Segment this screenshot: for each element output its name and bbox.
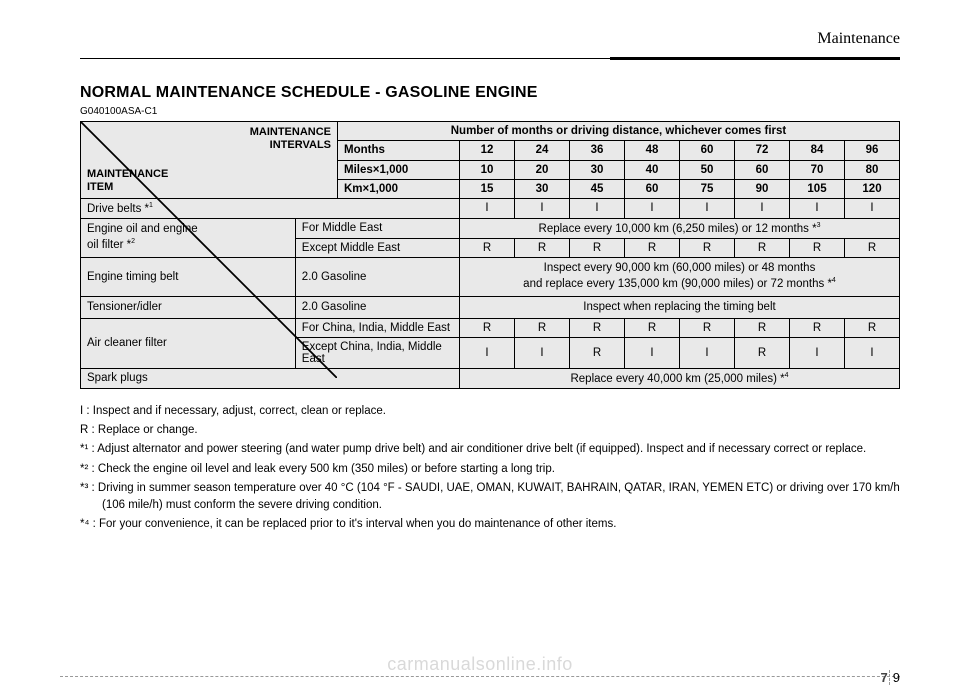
schedule-cell: I — [790, 199, 845, 219]
page-number: 79 — [881, 670, 900, 685]
interval-value: 70 — [790, 160, 845, 179]
note-line: *² : Check the engine oil level and leak… — [80, 461, 900, 478]
note-line: *⁴ : For your convenience, it can be rep… — [80, 516, 900, 533]
schedule-span: Inspect when replacing the timing belt — [460, 296, 900, 319]
interval-value: 105 — [790, 179, 845, 198]
schedule-cell: I — [460, 338, 515, 369]
interval-title: Number of months or driving distance, wh… — [338, 122, 900, 141]
interval-value: 20 — [515, 160, 570, 179]
header-rule-bold — [610, 57, 900, 60]
footer-dashline — [60, 676, 900, 677]
schedule-cell: I — [680, 199, 735, 219]
interval-value: 84 — [790, 141, 845, 160]
schedule-cell: R — [570, 338, 625, 369]
header-corner: MAINTENANCEINTERVALS MAINTENANCEITEM — [81, 122, 338, 199]
schedule-cell: R — [845, 238, 900, 257]
page-in-chapter: 9 — [889, 670, 900, 685]
schedule-cell: I — [625, 338, 680, 369]
note-line: R : Replace or change. — [80, 422, 900, 439]
schedule-cell: R — [625, 238, 680, 257]
interval-value: 30 — [515, 179, 570, 198]
schedule-cell: I — [735, 199, 790, 219]
interval-value: 72 — [735, 141, 790, 160]
schedule-cell: R — [460, 238, 515, 257]
schedule-cell: R — [735, 338, 790, 369]
maintenance-schedule-table: MAINTENANCEINTERVALS MAINTENANCEITEM Numbe… — [80, 121, 900, 389]
schedule-cell: I — [460, 199, 515, 219]
interval-value: 15 — [460, 179, 515, 198]
interval-value: 24 — [515, 141, 570, 160]
schedule-cell: R — [460, 319, 515, 338]
interval-row-label: Months — [338, 141, 460, 160]
schedule-cell: R — [845, 319, 900, 338]
interval-value: 48 — [625, 141, 680, 160]
interval-value: 12 — [460, 141, 515, 160]
doc-reference: G040100ASA-C1 — [80, 106, 900, 117]
schedule-cell: R — [680, 238, 735, 257]
schedule-cell: R — [570, 238, 625, 257]
schedule-cell: R — [570, 319, 625, 338]
note-line: *¹ : Adjust alternator and power steerin… — [80, 441, 900, 458]
schedule-span: Replace every 40,000 km (25,000 miles) *… — [460, 369, 900, 389]
interval-value: 96 — [845, 141, 900, 160]
interval-value: 36 — [570, 141, 625, 160]
schedule-cell: I — [570, 199, 625, 219]
header-intervals-label: MAINTENANCEINTERVALS — [250, 126, 331, 152]
interval-value: 75 — [680, 179, 735, 198]
interval-value: 30 — [570, 160, 625, 179]
watermark: carmanualsonline.info — [387, 654, 573, 675]
schedule-cell: I — [845, 199, 900, 219]
schedule-cell: R — [680, 319, 735, 338]
schedule-cell: R — [625, 319, 680, 338]
notes-block: I : Inspect and if necessary, adjust, co… — [80, 403, 900, 534]
interval-value: 60 — [735, 160, 790, 179]
interval-value: 80 — [845, 160, 900, 179]
schedule-cell: I — [790, 338, 845, 369]
page-title: NORMAL MAINTENANCE SCHEDULE - GASOLINE E… — [80, 84, 900, 102]
interval-value: 90 — [735, 179, 790, 198]
schedule-cell: R — [790, 238, 845, 257]
interval-row-label: Km×1,000 — [338, 179, 460, 198]
section-name: Maintenance — [817, 30, 900, 48]
interval-value: 60 — [680, 141, 735, 160]
interval-value: 45 — [570, 179, 625, 198]
schedule-cell: R — [735, 238, 790, 257]
schedule-cell: R — [735, 319, 790, 338]
chapter-number: 7 — [881, 670, 889, 685]
page-header: Maintenance — [80, 30, 900, 70]
interval-value: 10 — [460, 160, 515, 179]
note-line: I : Inspect and if necessary, adjust, co… — [80, 403, 900, 420]
schedule-cell: I — [845, 338, 900, 369]
interval-row-label: Miles×1,000 — [338, 160, 460, 179]
interval-value: 50 — [680, 160, 735, 179]
schedule-cell: I — [680, 338, 735, 369]
schedule-cell: R — [515, 238, 570, 257]
header-item-label: MAINTENANCEITEM — [87, 168, 168, 194]
interval-value: 40 — [625, 160, 680, 179]
note-line: *³ : Driving in summer season temperatur… — [80, 480, 900, 515]
schedule-span: Inspect every 90,000 km (60,000 miles) o… — [460, 257, 900, 296]
interval-value: 120 — [845, 179, 900, 198]
schedule-cell: R — [790, 319, 845, 338]
schedule-cell: R — [515, 319, 570, 338]
schedule-cell: I — [625, 199, 680, 219]
page-footer: carmanualsonline.info 79 — [60, 676, 900, 679]
schedule-cell: I — [515, 199, 570, 219]
interval-value: 60 — [625, 179, 680, 198]
schedule-span: Replace every 10,000 km (6,250 miles) or… — [460, 218, 900, 238]
schedule-cell: I — [515, 338, 570, 369]
